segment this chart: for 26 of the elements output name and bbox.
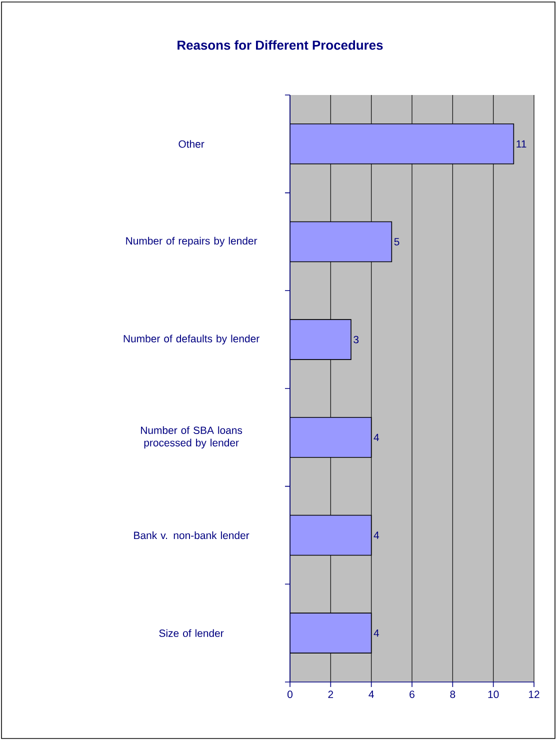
x-tick-label: 2 <box>328 690 334 698</box>
y-tick-label: Bank v. non-bank lender <box>134 531 250 540</box>
y-tick-label: Size of lender <box>159 629 224 637</box>
bar <box>290 514 372 556</box>
data-label: 11 <box>516 140 526 148</box>
y-tick-label: Number of repairs by lender <box>126 236 258 247</box>
data-label: 5 <box>394 238 400 246</box>
data-label: 4 <box>374 434 380 442</box>
data-label: 4 <box>374 532 380 539</box>
x-tick-label: 4 <box>368 690 374 698</box>
x-tick-label: 8 <box>450 690 456 698</box>
bar <box>290 124 514 164</box>
y-tick-label: Other <box>178 140 204 148</box>
bar <box>290 417 372 458</box>
y-tick-label: Number of SBA loans processed by lender <box>141 426 242 449</box>
x-tick-label: 12 <box>528 690 540 698</box>
bar <box>290 221 392 262</box>
x-tick-label: 6 <box>410 690 414 698</box>
chart-title: Reasons for Different Procedures <box>178 40 383 50</box>
bar <box>290 612 372 654</box>
y-tick-label: Number of defaults by lender <box>124 334 260 344</box>
data-label: 4 <box>374 629 380 637</box>
x-tick-label: 0 <box>287 690 292 698</box>
x-tick-label: 10 <box>488 690 499 698</box>
data-label: 3 <box>354 336 359 344</box>
bar <box>290 319 352 360</box>
